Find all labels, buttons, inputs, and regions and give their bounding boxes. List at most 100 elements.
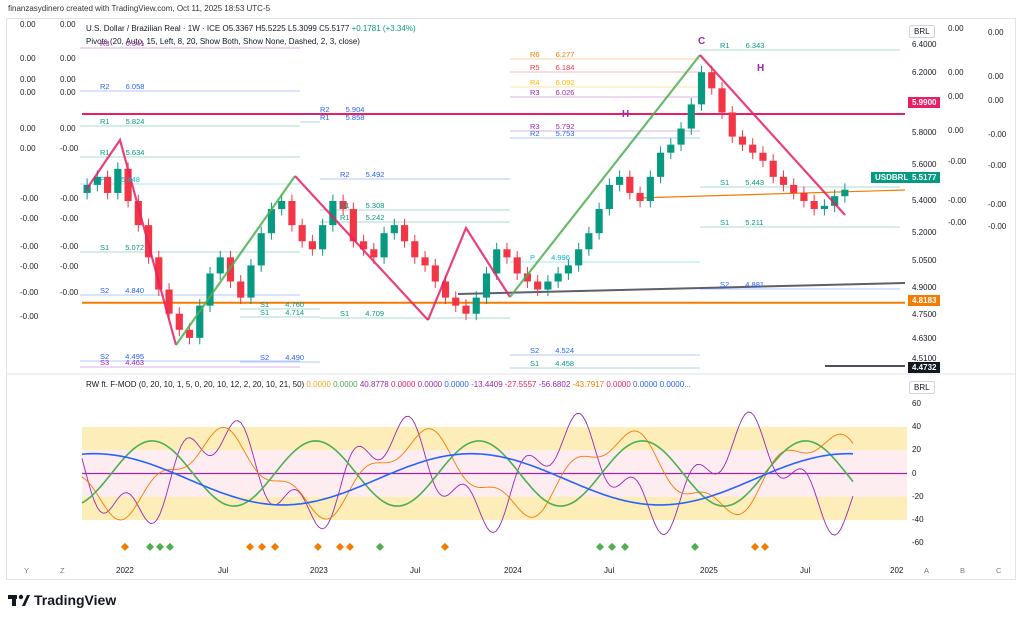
pivot-label: S1 5.443 [720, 178, 764, 187]
price-axis-label: 5.4000 [912, 196, 937, 205]
pivot-level-name: S3 [100, 358, 110, 367]
right-value: 0.00 [988, 28, 1004, 37]
change-value: +0.1781 (+3.34%) [351, 24, 416, 33]
candle-body [523, 273, 532, 282]
pivot-level-name: S1 [100, 243, 110, 252]
candle-body [237, 281, 245, 298]
candle-body [820, 205, 828, 210]
candle-body [308, 241, 316, 250]
candle-body [390, 225, 398, 234]
corner-z[interactable]: Z [60, 566, 65, 575]
candle-body [104, 176, 112, 193]
time-axis-label: Jul [410, 566, 421, 575]
pivot-label: R1 5.858 [320, 113, 364, 122]
tradingview-logo[interactable]: TradingView [8, 592, 116, 608]
candle-body [646, 176, 654, 201]
price-axis-label: 4.5100 [912, 354, 937, 363]
pivot-label: S2 4.524 [530, 346, 574, 355]
pivot-level-value: 5.448 [119, 175, 140, 184]
price-axis-label: 5.8000 [912, 128, 937, 137]
pivot-label: R5 6.184 [530, 63, 574, 72]
left-value: 0.00 [60, 124, 76, 133]
left-value: -0.00 [60, 288, 79, 297]
wave-line [426, 225, 511, 321]
candle-body [400, 225, 409, 242]
candle-body [513, 257, 521, 274]
pivot-label: S1 4.714 [260, 308, 304, 317]
price-tag: 4.8183 [908, 295, 941, 306]
candle-body [329, 201, 337, 226]
right-value: 0.00 [948, 68, 964, 77]
wave-line [699, 54, 846, 216]
corner-a[interactable]: A [924, 566, 930, 575]
price-axis-label: 6.2000 [912, 68, 937, 77]
left-value: 0.00 [60, 54, 76, 63]
corner-y[interactable]: Y [24, 566, 30, 575]
pivot-level-value: 5.242 [363, 213, 385, 222]
pivot-level-value: 5.858 [343, 113, 365, 122]
indicator-oscillator [81, 411, 854, 536]
pivot-level-value: 5.792 [553, 122, 575, 131]
pivot-level-name: R2 [340, 170, 350, 179]
indicator-value: 0.0000 [442, 380, 469, 389]
candle-body [278, 201, 286, 210]
signal-marker [376, 542, 384, 551]
corner-c[interactable]: C [996, 566, 1002, 575]
left-value: -0.00 [60, 144, 79, 153]
pivot-level-name: R1 [340, 213, 350, 222]
pivot-label: R3 6.026 [530, 88, 574, 97]
indicator-value: 0.0000 [388, 380, 416, 389]
pivot-label: S3 4.463 [100, 358, 144, 367]
candle-body [452, 297, 460, 306]
trend-line-orange [635, 189, 906, 199]
right-value: -0.00 [988, 200, 1007, 209]
right-value: -0.00 [988, 130, 1007, 139]
pivots-indicator-label[interactable]: Pivots (20, Auto, 15, Left, 8, 20, Show … [86, 37, 360, 46]
pivot-label: R1 5.824 [100, 117, 144, 126]
chart-creator-credit: finanzasydinero created with TradingView… [8, 4, 271, 13]
pivot-level-value: 4.524 [553, 346, 575, 355]
candle-body [196, 305, 204, 338]
pivot-label: R1 5.634 [100, 148, 144, 157]
candle-body [636, 192, 644, 201]
pivot-level-value: 6.058 [123, 82, 145, 91]
pivot-level-value: 4.495 [123, 352, 145, 361]
pivot-level-value: 6.092 [553, 78, 575, 87]
candle-body [349, 209, 357, 242]
pivot-level-value: 4.760 [283, 300, 305, 309]
pivot-label: R2 5.753 [530, 129, 574, 138]
candle-body [667, 144, 675, 153]
candle-body [810, 201, 818, 210]
symbol-info[interactable]: U.S. Dollar / Brazilian Real · 1W · ICE … [86, 24, 416, 33]
pivot-level-name: R1 [320, 113, 330, 122]
price-axis-label: 4.9000 [912, 283, 937, 292]
indicator-legend[interactable]: RW ft. F-MOD (0, 20, 10, 1, 5, 0, 20, 10… [86, 380, 691, 389]
candle-body [124, 168, 132, 201]
currency-label-main[interactable]: BRL [909, 25, 935, 38]
signal-marker [761, 542, 769, 551]
pivot-label: R3 5.792 [530, 122, 574, 131]
right-value: -0.00 [988, 222, 1007, 231]
pivot-level-name: S1 [530, 359, 540, 368]
pivot-level-value: 5.443 [743, 178, 765, 187]
wave-label: H [622, 109, 629, 120]
pivot-label: R1 6.343 [720, 41, 764, 50]
left-value: 0.00 [20, 144, 36, 153]
pivot-level-value: 4.463 [123, 358, 145, 367]
corner-b[interactable]: B [960, 566, 966, 575]
pivot-label: S2 4.495 [100, 352, 144, 361]
candle-body [339, 201, 347, 210]
candle-body [257, 233, 265, 266]
candle-body [708, 72, 716, 89]
currency-label-indicator[interactable]: BRL [909, 381, 935, 394]
right-value: 0.00 [948, 24, 964, 33]
pivot-level-value: 5.904 [343, 105, 365, 114]
indicator-axis-label: 60 [912, 398, 921, 408]
left-value: 0.00 [20, 54, 36, 63]
left-value: -0.00 [20, 242, 39, 251]
pivot-level-name: S1 [260, 308, 270, 317]
candle-body [800, 192, 808, 201]
candle-body [493, 249, 501, 274]
pivot-level-name: S1 [260, 300, 270, 309]
